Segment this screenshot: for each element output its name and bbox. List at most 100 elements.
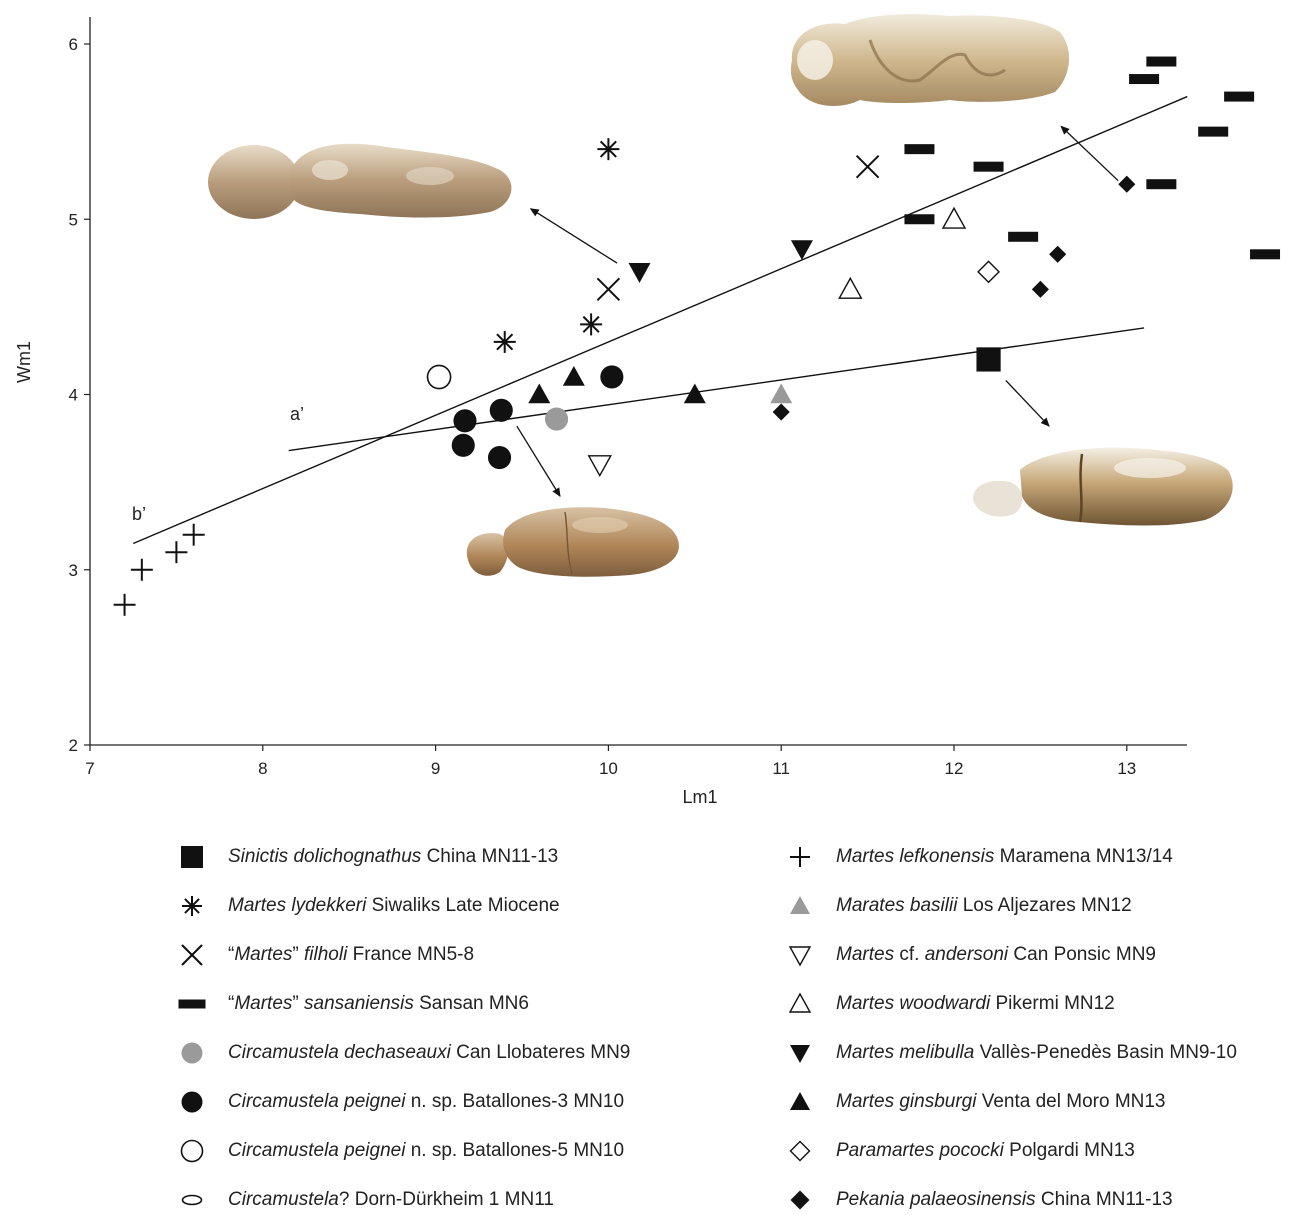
legend-label-part: Martes melibulla [836, 1042, 975, 1063]
legend-label-part: Martes lydekkeri [228, 895, 367, 916]
legend-label-part: Martes [836, 944, 895, 965]
legend-item: Sinictis dolichognathus China MN11-13 [178, 842, 558, 872]
data-point [182, 523, 205, 546]
legend-marker [790, 896, 810, 914]
legend-label-part: Circamustela [228, 1189, 339, 1210]
y-tick-label: 4 [69, 386, 78, 405]
legend-label: “Martes” sansaniensis Sansan MN6 [228, 993, 529, 1015]
regression-line-a [288, 327, 1145, 452]
data-point [1008, 231, 1039, 242]
legend-marker-icon [789, 1140, 811, 1162]
data-point [596, 277, 621, 302]
m1-tooth-photo-martes-filholi [208, 143, 512, 219]
legend-item: Martes melibulla Vallès-Penedès Basin MN… [786, 1038, 1237, 1068]
legend-label: Martes ginsburgi Venta del Moro MN13 [836, 1091, 1166, 1113]
legend-label: Martes lydekkeri Siwaliks Late Miocene [228, 895, 560, 917]
data-point [683, 383, 706, 404]
data-point [1146, 56, 1177, 67]
series-circle [545, 407, 569, 431]
legend-label-part: sansaniensis [304, 993, 414, 1014]
legend-marker-icon [790, 1045, 810, 1063]
data-point [489, 398, 513, 422]
legend-label-part: Circamustela peignei [228, 1091, 406, 1112]
legend-label-part: Los Aljezares MN12 [957, 895, 1132, 916]
legend-marker [788, 946, 812, 967]
legend-marker-icon [182, 896, 202, 916]
legend-marker-icon [181, 846, 203, 868]
legend-marker [181, 846, 203, 868]
legend-item: Martes lefkonensis Maramena MN13/14 [786, 842, 1173, 872]
data-point [1146, 179, 1177, 190]
legend-label-part: Martes woodwardi [836, 993, 991, 1014]
x-tick-label: 9 [431, 759, 440, 778]
legend-item: “Martes” sansaniensis Sansan MN6 [178, 989, 529, 1019]
series-triangle-up [528, 365, 706, 404]
legend-label-part: Siwaliks Late Miocene [366, 895, 560, 916]
legend-marker [788, 992, 812, 1013]
data-point [977, 260, 1000, 284]
annotation-arrow [516, 425, 561, 497]
legend-label: “Martes” filholi France MN5-8 [228, 944, 474, 966]
y-tick-labels: 2 3 4 5 6 [69, 35, 78, 755]
data-point [1118, 175, 1136, 193]
legend-marker-icon [181, 1194, 203, 1206]
series-triangle-up-open [838, 206, 967, 299]
data-point [838, 276, 863, 299]
data-point [1031, 280, 1049, 298]
legend-label-part: Circamustela dechaseauxi [228, 1042, 451, 1063]
m1-tooth-photo-martes-sansaniensis [790, 14, 1070, 106]
series-bar [904, 56, 1281, 260]
data-point [587, 455, 612, 478]
legend-marker [181, 1042, 203, 1064]
data-point [130, 558, 153, 581]
legend-item: Paramartes pococki Polgardi MN13 [786, 1136, 1135, 1166]
legend-label-part: Martes ginsburgi [836, 1091, 977, 1112]
series-plus [113, 523, 205, 616]
legend-label-part: ” [292, 993, 305, 1014]
x-tick-label: 13 [1117, 759, 1136, 778]
data-point [493, 330, 516, 353]
legend-label: Martes melibulla Vallès-Penedès Basin MN… [836, 1042, 1237, 1064]
legend-item: Pekania palaeosinensis China MN11-13 [786, 1185, 1173, 1215]
legend-label-part: cf. [894, 944, 925, 965]
series-square [976, 347, 1001, 372]
data-point [562, 365, 585, 386]
data-point [487, 446, 512, 470]
data-point [628, 263, 651, 283]
legend-label: Circamustela peignei n. sp. Batallones-5… [228, 1140, 624, 1162]
data-point [1224, 91, 1255, 102]
data-point [453, 409, 477, 433]
x-tick-label: 8 [258, 759, 267, 778]
data-point [1049, 245, 1067, 263]
y-axis-label: Wm1 [14, 341, 34, 383]
legend-label-part: Paramartes pococki [836, 1140, 1004, 1161]
legend-marker-icon [181, 1091, 203, 1113]
series-asterisk [493, 138, 620, 353]
legend-marker [182, 896, 202, 916]
legend-label-part: Pekania palaeosinensis [836, 1189, 1036, 1210]
legend-label-part: China MN11-13 [421, 846, 559, 867]
legend-marker [790, 1045, 810, 1063]
legend-label: Pekania palaeosinensis China MN11-13 [836, 1189, 1173, 1211]
y-tick-label: 5 [69, 210, 78, 229]
series-circle-open [426, 364, 452, 390]
annotation-arrow [1005, 380, 1050, 427]
y-tick-label: 2 [69, 736, 78, 755]
legend-marker [181, 944, 203, 966]
legend-label-part: Circamustela peignei [228, 1140, 406, 1161]
legend-label-part: Venta del Moro MN13 [976, 1091, 1166, 1112]
legend-label-part: Marates basilii [836, 895, 958, 916]
legend-marker-icon [181, 944, 203, 966]
y-tick-label: 3 [69, 561, 78, 580]
legend-item: Circamustela peignei n. sp. Batallones-5… [178, 1136, 624, 1166]
legend-item: Martes woodwardi Pikermi MN12 [786, 989, 1115, 1019]
legend-label: Circamustela peignei n. sp. Batallones-3… [228, 1091, 624, 1113]
legend-marker [181, 1091, 203, 1113]
x-tick-label: 10 [599, 759, 618, 778]
legend-label-part: “ [228, 993, 235, 1014]
legend-label: Martes woodwardi Pikermi MN12 [836, 993, 1115, 1015]
data-point [600, 365, 624, 389]
data-point [1250, 249, 1281, 260]
data-point [904, 144, 935, 155]
legend-label-part: Can Llobateres MN9 [450, 1042, 631, 1063]
